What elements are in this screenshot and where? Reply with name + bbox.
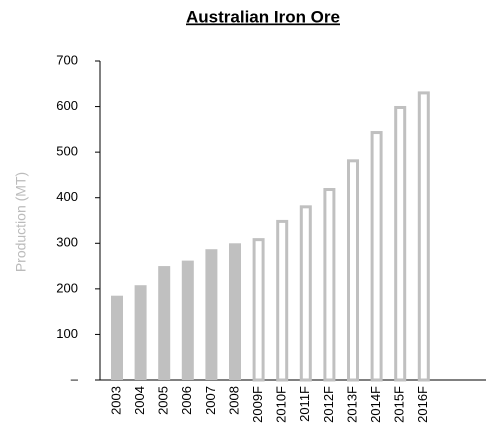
x-tick-label: 2014F (368, 386, 383, 423)
bar (134, 285, 147, 380)
y-tick-label: 300 (56, 235, 78, 250)
bar (252, 238, 265, 382)
y-tick-label: 600 (56, 98, 78, 113)
bar (417, 91, 430, 382)
bar (370, 131, 383, 382)
x-tick-label: 2007 (203, 386, 218, 415)
y-tick-label: 500 (56, 144, 78, 159)
bar (276, 219, 289, 382)
y-tick-label: 100 (56, 326, 78, 341)
bar (347, 159, 359, 382)
bar (299, 205, 312, 382)
x-tick-label: 2005 (156, 386, 171, 415)
x-tick-label: 2003 (108, 386, 123, 415)
bar (111, 295, 123, 380)
bar (394, 105, 407, 382)
x-tick-label: 2004 (132, 386, 147, 415)
y-tick-label: – (71, 371, 79, 386)
bar (205, 249, 218, 380)
bar (229, 243, 241, 380)
bar (158, 266, 171, 380)
chart-title: Australian Iron Ore (186, 7, 340, 26)
x-tick-label: 2012F (321, 386, 336, 423)
y-tick-label: 700 (56, 52, 78, 67)
x-tick-label: 2009F (250, 386, 265, 423)
bar (323, 188, 336, 382)
y-tick-label: 200 (56, 280, 78, 295)
y-axis-label: Production (MT) (13, 172, 29, 272)
x-tick-label: 2013F (344, 386, 359, 423)
y-tick-label: 400 (56, 189, 78, 204)
x-tick-label: 2011F (297, 386, 312, 422)
x-tick-label: 2006 (179, 386, 194, 415)
x-tick-label: 2015F (392, 386, 407, 423)
x-tick-label: 2010F (274, 386, 289, 423)
x-tick-label: 2008 (226, 386, 241, 415)
x-tick-label: 2016F (415, 386, 430, 423)
bar (181, 260, 194, 380)
